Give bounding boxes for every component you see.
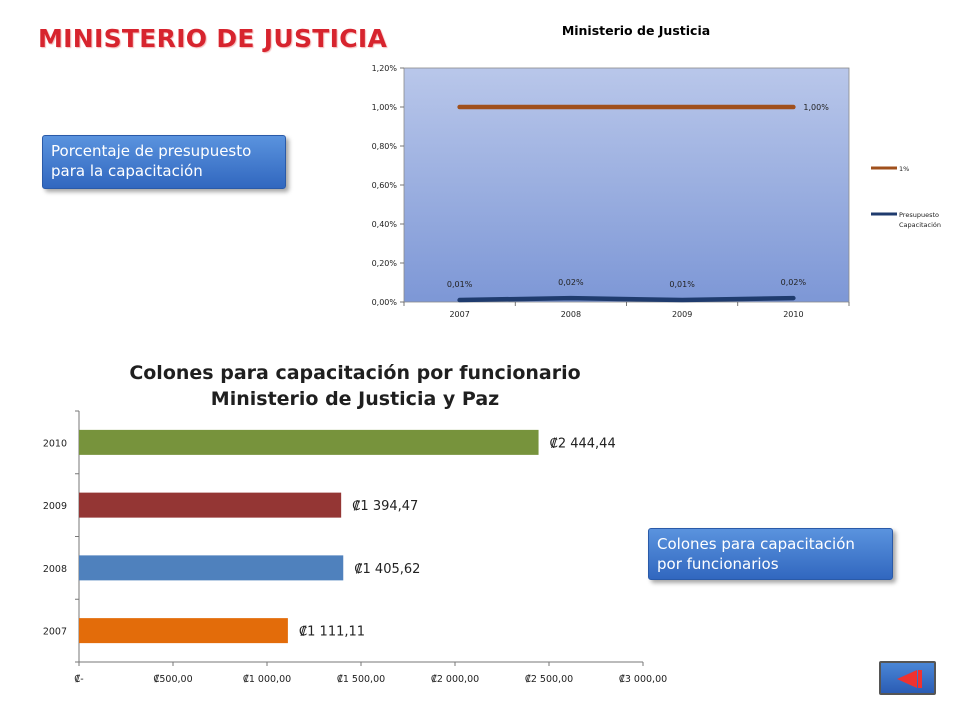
data-label: ₡1 111,11 [299, 625, 365, 640]
back-button[interactable] [879, 661, 936, 695]
data-label: 0,02% [781, 278, 807, 287]
line-chart: Ministerio de Justicia 0,00% 0,20% 0,40% 0,… [372, 23, 941, 319]
callout-budget-percentage: Porcentaje de presupuesto para la capaci… [42, 135, 286, 189]
bar-2007 [79, 618, 288, 644]
legend-label: 1% [899, 165, 909, 173]
callout-colones-per-official: Colones para capacitación por funcionari… [648, 528, 893, 580]
x-tick-label: ₡3 000,00 [619, 674, 667, 685]
plot-area [403, 67, 850, 303]
page-title: MINISTERIO DE JUSTICIA [38, 24, 388, 53]
y-tick-label: 0,80% [372, 142, 398, 151]
y-tick-label: 2010 [43, 438, 67, 449]
line-chart-title: Ministerio de Justicia [562, 23, 710, 38]
x-tick-label: ₡- [74, 674, 83, 685]
series-line-1 [457, 295, 796, 303]
x-tick-label: ₡2 500,00 [525, 674, 573, 685]
legend-label: Presupuesto [899, 211, 939, 219]
bar-2009 [79, 492, 342, 518]
data-label: 1,00% [803, 103, 829, 112]
x-tick-label: 2007 [449, 310, 469, 319]
y-tick-label: 0,40% [372, 220, 398, 229]
x-tick-label: ₡1 000,00 [243, 674, 291, 685]
x-tick-label: ₡500,00 [153, 674, 192, 685]
bar-2008 [79, 555, 344, 581]
y-tick-label: 2008 [43, 564, 67, 575]
x-tick-label: 2008 [561, 310, 581, 319]
data-label: ₡2 444,44 [550, 436, 616, 451]
y-tick-label: 2007 [43, 627, 67, 638]
y-tick-label: 1,20% [372, 64, 398, 73]
y-tick-label: 0,20% [372, 259, 398, 268]
x-tick-label: ₡1 500,00 [337, 674, 385, 685]
legend-label: Capacitación [899, 221, 941, 229]
x-tick-label: 2009 [672, 310, 692, 319]
data-label: 0,02% [558, 278, 584, 287]
bar-chart-title: Colones para capacitación por funcionari… [129, 362, 580, 384]
x-tick-label: 2010 [783, 310, 803, 319]
x-tick-label: ₡2 000,00 [431, 674, 479, 685]
data-label: ₡1 394,47 [352, 499, 418, 514]
data-label: 0,01% [447, 280, 473, 289]
bar-chart: Colones para capacitación por funcionari… [43, 362, 667, 685]
bar-chart-subtitle: Ministerio de Justicia y Paz [211, 388, 499, 410]
data-label: 0,01% [669, 280, 695, 289]
y-tick-label: 0,00% [372, 298, 398, 307]
data-label: ₡1 405,62 [354, 562, 420, 577]
y-tick-label: 1,00% [372, 103, 398, 112]
y-tick-label: 0,60% [372, 181, 398, 190]
y-tick-label: 2009 [43, 501, 67, 512]
bar-2010 [79, 429, 539, 455]
